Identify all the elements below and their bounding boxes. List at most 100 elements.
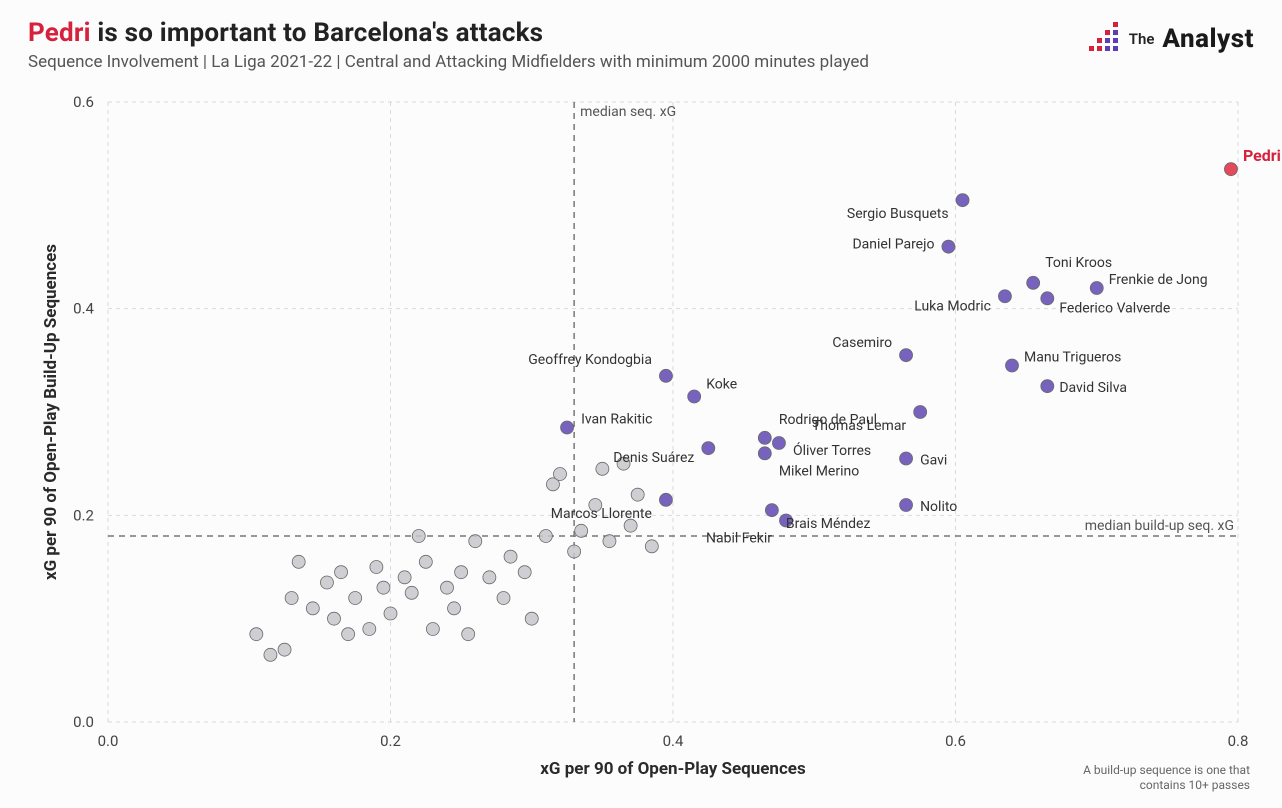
player-point [1041,292,1054,305]
player-point-muted [349,592,362,605]
player-point [772,437,785,450]
axes-layer: 0.00.20.40.60.80.00.20.40.6xG per 90 of … [41,93,1248,779]
player-label: Manu Trigueros [1024,350,1121,366]
x-tick-label: 0.6 [945,732,966,750]
player-point-muted [455,566,468,579]
player-point-muted [575,524,588,537]
player-label: Brais Méndez [786,516,871,532]
player-point-muted [426,623,439,636]
player-point-muted [384,607,397,620]
points-layer [250,163,1238,662]
player-point [702,442,715,455]
y-axis-label: xG per 90 of Open-Play Build-Up Sequence… [41,244,61,580]
player-point [900,349,913,362]
player-point [900,452,913,465]
x-axis-label: xG per 90 of Open-Play Sequences [540,759,806,779]
player-point [1090,282,1103,295]
y-tick-label: 0.2 [73,506,94,524]
player-label: Toni Kroos [1045,255,1112,271]
player-point-muted [554,468,567,481]
player-label: Marcos Llorente [551,506,652,522]
player-point-muted [603,535,616,548]
median-y-label: median build-up seq. xG [1085,518,1234,534]
player-point-muted [306,602,319,615]
player-point-muted [342,628,355,641]
player-label: Ivan Rakitic [581,412,652,428]
player-point [1041,380,1054,393]
brand-name: Analyst [1162,24,1254,54]
player-label: Mikel Merino [779,463,859,479]
player-point-muted [377,581,390,594]
player-point [758,447,771,460]
player-point-muted [335,566,348,579]
title-block: Pedri is so important to Barcelona's att… [28,18,1087,72]
player-point [659,493,672,506]
player-point-muted [363,623,376,636]
player-label: Koke [706,377,737,393]
player-label: Daniel Parejo [852,237,934,253]
median-x-label: median seq. xG [580,104,676,120]
player-point-muted [504,550,517,563]
player-point-muted [631,488,644,501]
player-point-muted [285,592,298,605]
median-layer: median seq. xG median build-up seq. xG [108,102,1238,722]
brand-mark-icon [1087,22,1121,56]
player-point [1027,276,1040,289]
player-point-highlight [1224,163,1237,176]
player-point-muted [448,602,461,615]
player-point [561,421,574,434]
player-label: Frenkie de Jong [1109,272,1208,288]
brand-logo: The Analyst [1087,22,1254,56]
player-point-muted [250,628,263,641]
player-point-muted [483,571,496,584]
player-label: Luka Modric [914,298,991,314]
player-label: Gavi [920,453,947,469]
x-tick-label: 0.2 [380,732,401,750]
player-label: Denis Suárez [613,450,694,466]
player-point-muted [412,530,425,543]
player-label: Pedri [1243,146,1281,165]
page-root: Pedri is so important to Barcelona's att… [0,0,1282,808]
player-point-muted [328,612,341,625]
player-point-muted [264,648,277,661]
player-point [1006,359,1019,372]
x-tick-label: 0.8 [1228,732,1249,750]
chart-footnote: A build-up sequence is one that contains… [1050,763,1250,792]
player-label: Sergio Busquets [847,206,949,222]
player-point-muted [497,592,510,605]
brand-the: The [1129,30,1155,48]
player-point-muted [292,555,305,568]
chart-title: Pedri is so important to Barcelona's att… [28,18,1087,48]
player-label: Geoffrey Kondogbia [528,352,652,368]
scatter-chart: median seq. xGmedian build-up seq. xG Pe… [28,82,1254,792]
player-point [900,499,913,512]
title-highlight: Pedri [28,18,91,48]
player-point [688,390,701,403]
x-tick-label: 0.4 [663,732,684,750]
player-point-muted [320,576,333,589]
x-tick-label: 0.0 [98,732,119,750]
player-point-muted [419,555,432,568]
player-point-muted [539,530,552,543]
player-point-muted [405,586,418,599]
player-point-muted [518,566,531,579]
player-point-muted [462,628,475,641]
labels-layer: Pedri Sergio Busquets Daniel Parejo Toni Kr… [528,146,1281,546]
chart-subtitle: Sequence Involvement | La Liga 2021-22 |… [28,52,1087,72]
player-point-muted [596,462,609,475]
player-label: Federico Valverde [1059,300,1170,316]
player-point [956,194,969,207]
y-tick-label: 0.6 [73,93,94,111]
header: Pedri is so important to Barcelona's att… [28,18,1254,72]
player-point-muted [525,612,538,625]
player-label: David Silva [1059,380,1127,396]
player-point [659,369,672,382]
player-point-muted [645,540,658,553]
chart-container: median seq. xGmedian build-up seq. xG Pe… [28,82,1254,792]
player-point [758,431,771,444]
player-label: Casemiro [832,335,892,351]
player-point-muted [370,561,383,574]
player-point-muted [469,535,482,548]
player-point-muted [278,643,291,656]
player-point [998,290,1011,303]
